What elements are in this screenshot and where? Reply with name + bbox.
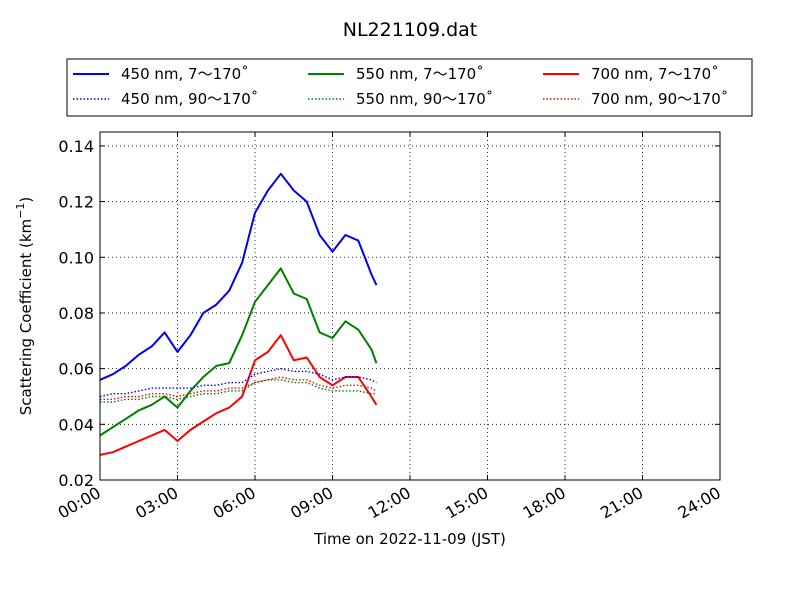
series-line-2 [99,334,378,456]
y-tick-label: 0.04 [58,415,94,434]
y-axis-label-sup: −1 [14,203,27,219]
legend-label: 450 nm, 7～170˚ [121,65,249,83]
y-tick-label: 0.10 [58,248,94,267]
legend: 450 nm, 7～170˚ 450 nm, 90～170˚ 550 nm, 7～1… [66,58,753,117]
x-tick-label: 12:00 [365,483,414,523]
x-tick-label: 18:00 [520,483,569,523]
legend-label: 450 nm, 90～170˚ [121,90,258,108]
legend-label: 700 nm, 7～170˚ [591,65,719,83]
legend-label: 550 nm, 7～170˚ [356,65,484,83]
y-tick-label: 0.12 [58,193,94,212]
y-tick-label: 0.08 [58,304,94,323]
y-axis-label: Scattering Coefficient (km−1) [14,197,35,416]
x-tick-label: 06:00 [210,483,259,523]
y-tick-label: 0.02 [58,471,94,490]
y-tick-label: 0.14 [58,137,94,156]
x-axis-label: Time on 2022-11-09 (JST) [313,530,506,548]
x-tick-label: 24:00 [675,483,724,523]
legend-box [66,58,753,117]
series-line-4 [100,379,377,403]
y-axis-label-end: ) [17,197,35,203]
series-line-3 [99,367,377,398]
series-layer [99,172,378,456]
y-tick-label: 0.06 [58,360,94,379]
x-tick-label: 21:00 [597,483,646,523]
y-axis-label-main: Scattering Coefficient (km [17,219,35,415]
x-tick-label: 09:00 [287,483,336,523]
chart-title: NL221109.dat [343,19,478,41]
axis-layer: 00:00 03:00 06:00 09:00 12:00 15:00 18:00 21:00… [55,132,724,523]
x-tick-label: 15:00 [442,483,491,523]
x-tick-label: 03:00 [132,483,181,523]
legend-label: 550 nm, 90～170˚ [356,90,493,108]
series-line-1 [99,267,378,437]
series-line-0 [99,172,378,381]
legend-label: 700 nm, 90～170˚ [591,90,728,108]
series-line-5 [100,376,377,400]
